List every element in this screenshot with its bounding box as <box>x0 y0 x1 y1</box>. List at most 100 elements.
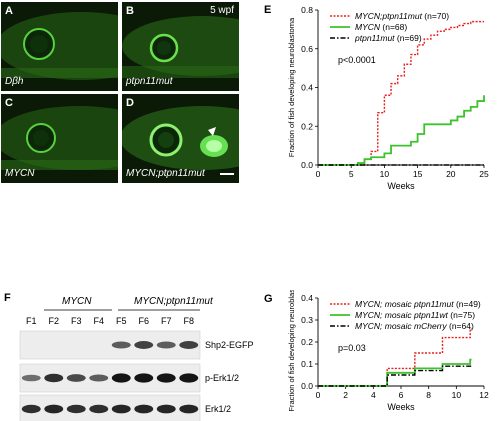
blot-lane-label: F2 <box>48 316 59 326</box>
panel-f-letter: F <box>4 292 11 304</box>
chart-g: 0 2 4 6 8 10 12 0.0 0.1 0.2 0.3 0.4 Weeks Fraction of… <box>287 290 489 412</box>
x-tick-label: 20 <box>446 169 456 179</box>
blot-band <box>44 373 64 383</box>
legend-n: (n=69) <box>395 33 422 43</box>
blot-band <box>179 341 199 349</box>
panel-e-letter: E <box>264 4 272 16</box>
blot-band <box>134 373 154 383</box>
legend-n: (n=68) <box>380 22 407 32</box>
series-line <box>318 365 472 387</box>
legend-label: ptpn11mut (n=69) <box>354 33 422 43</box>
blot-lane-label: F3 <box>71 316 82 326</box>
y-tick-label: 0.0 <box>301 160 313 170</box>
fish-label-c: MYCN <box>5 168 35 179</box>
panel-b-letter: B <box>126 5 134 17</box>
y-tick-label: 0.6 <box>301 44 313 54</box>
legend-series-name: MYCN; mosaic ptpn11mut <box>355 299 454 309</box>
blot-band <box>21 404 41 414</box>
series-line <box>318 20 484 166</box>
fish-label-b: ptpn11mut <box>126 76 173 87</box>
blot-band <box>156 373 176 383</box>
x-tick-label: 10 <box>452 390 462 400</box>
series-line <box>318 358 472 387</box>
legend-label: MYCN; mosaic ptpn11wt (n=75) <box>355 310 475 320</box>
blot-band <box>111 373 131 383</box>
legend-series-name: MYCN; mosaic ptpn11wt <box>355 310 449 320</box>
y-tick-label: 0.1 <box>301 359 313 369</box>
blot-row-label: Erk1/2 <box>205 404 231 414</box>
legend-series-name: MYCN;ptpn11mut <box>355 11 423 21</box>
blot-band <box>179 373 199 383</box>
blot-band <box>156 341 176 349</box>
y-tick-label: 0.0 <box>301 381 313 391</box>
blot-band <box>134 404 154 414</box>
chart-e: 0 5 10 15 20 25 0.0 0.2 0.4 0.6 0.8 Weeks Fraction o… <box>287 5 489 191</box>
panel-g-letter: G <box>264 293 273 305</box>
legend-series-name: ptpn11mut <box>354 33 395 43</box>
tumor-arrowhead-icon <box>208 127 216 136</box>
blot-band <box>111 404 131 414</box>
y-tick-label: 0.4 <box>301 83 313 93</box>
blot-lane-label: F4 <box>93 316 104 326</box>
fish-panel-c: C MYCN <box>1 94 118 183</box>
legend-label: MYCN (n=68) <box>355 22 407 32</box>
fish-panel-a: A Dβh <box>1 2 118 91</box>
legend-n: (n=75) <box>448 310 475 320</box>
x-tick-label: 6 <box>399 390 404 400</box>
legend-label: MYCN;ptpn11mut (n=70) <box>355 11 449 21</box>
blot-lane-label: F6 <box>138 316 149 326</box>
fish-image-d <box>122 94 239 183</box>
blot-row-label: p-Erk1/2 <box>205 373 239 383</box>
legend-n: (n=49) <box>454 299 481 309</box>
fish-image-c <box>1 94 118 183</box>
panel-c-letter: C <box>5 97 13 109</box>
legend-series-name: MYCN <box>355 22 381 32</box>
y-tick-label: 0.4 <box>301 293 313 303</box>
blot-band <box>66 404 86 414</box>
legend-n: (n=64) <box>447 321 474 331</box>
fish-label-d: MYCN;ptpn11mut <box>126 168 205 179</box>
x-tick-label: 0 <box>316 169 321 179</box>
blot-lane-label: F8 <box>183 316 194 326</box>
blot-band <box>21 374 41 382</box>
x-axis-label: Weeks <box>387 181 415 191</box>
x-tick-label: 5 <box>349 169 354 179</box>
y-tick-label: 0.8 <box>301 5 313 15</box>
fish-image-a <box>1 2 118 91</box>
series-line <box>318 95 485 166</box>
blot-band <box>66 374 86 382</box>
blot-lane-label: F5 <box>116 316 127 326</box>
y-axis-label: Fraction of fish developing neuroblastom… <box>287 290 296 412</box>
blot-band <box>89 374 109 382</box>
blot-band <box>111 341 131 349</box>
y-tick-label: 0.2 <box>301 121 313 131</box>
p-value-annotation: p<0.0001 <box>338 55 376 65</box>
blot-lane-label: F7 <box>161 316 172 326</box>
western-blot-panel: F MYCN MYCN;ptpn11mut F1 F2 F3 F4 F5 F6 F7 F8 Sh… <box>0 290 260 421</box>
blot-group2-label: MYCN;ptpn11mut <box>134 296 213 307</box>
blot-row-label: Shp2-EGFP <box>205 340 254 350</box>
fish-image-b <box>122 2 239 91</box>
x-tick-label: 25 <box>479 169 489 179</box>
x-tick-label: 15 <box>413 169 423 179</box>
blot-band <box>134 341 154 349</box>
x-axis-label: Weeks <box>387 402 415 412</box>
blot-band <box>44 404 64 414</box>
fish-panel-d: D MYCN;ptpn11mut <box>122 94 239 183</box>
y-tick-label: 0.2 <box>301 337 313 347</box>
x-tick-label: 8 <box>426 390 431 400</box>
legend-label: MYCN; mosaic mCherry (n=64) <box>355 321 474 331</box>
series-line <box>318 328 472 387</box>
blot-image: F1 F2 F3 F4 F5 F6 F7 F8 Shp2-EGFP p-Erk1/2 Erk1/2 <box>19 309 254 421</box>
p-value-annotation: p=0.03 <box>338 343 366 353</box>
x-tick-label: 12 <box>479 390 489 400</box>
blot-band <box>179 404 199 414</box>
legend-n: (n=70) <box>422 11 449 21</box>
legend-label: MYCN; mosaic ptpn11mut (n=49) <box>355 299 481 309</box>
y-axis-label: Fraction of fish developing neuroblastom… <box>287 17 296 157</box>
time-label: 5 wpf <box>210 5 234 16</box>
blot-band <box>89 404 109 414</box>
x-tick-label: 0 <box>316 390 321 400</box>
legend-series-name: MYCN; mosaic mCherry <box>355 321 447 331</box>
blot-group1-label: MYCN <box>62 296 92 307</box>
